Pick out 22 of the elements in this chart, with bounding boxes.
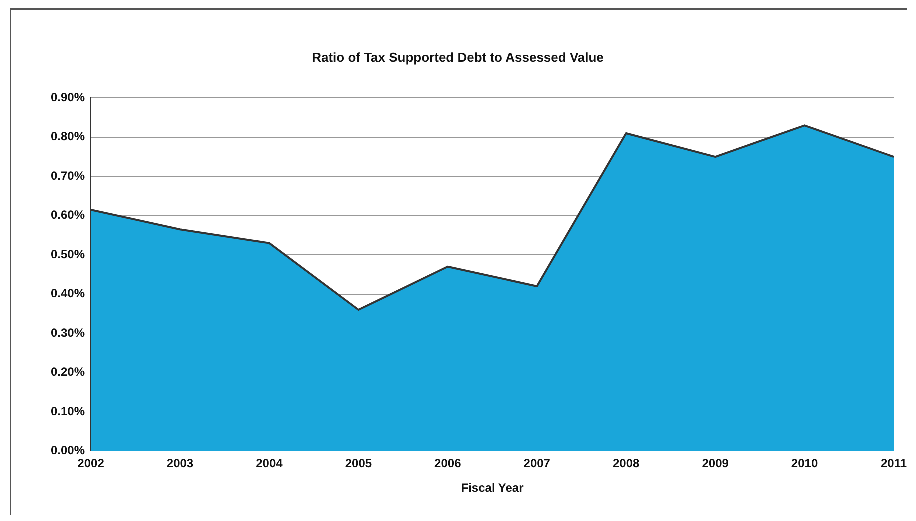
x-axis-title: Fiscal Year <box>461 481 524 496</box>
y-tick-label: 0.30% <box>50 326 86 340</box>
x-tick-label: 2005 <box>345 456 372 471</box>
chart-title: Ratio of Tax Supported Debt to Assessed Value <box>311 50 605 65</box>
x-tick-label: 2010 <box>791 456 818 471</box>
y-tick-label: 0.80% <box>50 130 86 144</box>
x-tick-label: 2002 <box>78 456 105 471</box>
x-tick-label: 2004 <box>256 456 284 471</box>
y-tick-label: 0.20% <box>50 365 86 380</box>
y-tick-label: 0.90% <box>50 90 86 105</box>
y-tick-label: 0.40% <box>50 286 86 301</box>
x-tick-label: 2011 <box>880 456 908 471</box>
y-tick-label: 0.70% <box>50 168 86 183</box>
x-tick-label: 2007 <box>524 456 551 471</box>
x-tick-label: 2003 <box>166 456 194 471</box>
y-tick-label: 0.00% <box>50 444 86 458</box>
y-tick-label: 0.10% <box>50 404 86 418</box>
x-tick-label: 2009 <box>702 456 730 471</box>
x-tick-label: 2006 <box>434 456 462 471</box>
y-tick-label: 0.60% <box>50 208 86 222</box>
x-tick-label: 2008 <box>612 456 640 471</box>
y-tick-label: 0.50% <box>50 247 86 262</box>
